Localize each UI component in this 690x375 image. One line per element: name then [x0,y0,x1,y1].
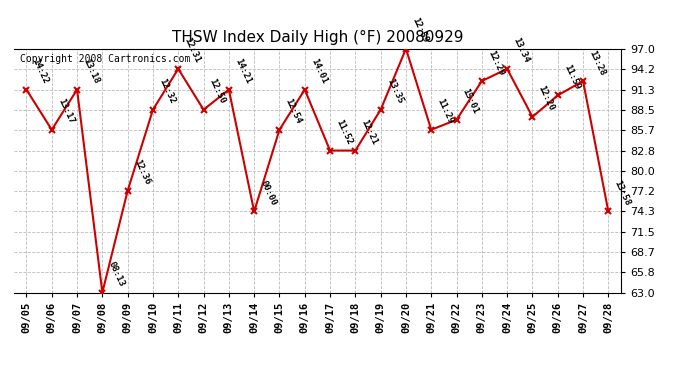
Text: 12:50: 12:50 [208,77,227,105]
Text: 12:59: 12:59 [410,16,430,45]
Text: 13:17: 13:17 [56,98,75,126]
Text: 08:13: 08:13 [106,260,126,288]
Text: 12:21: 12:21 [359,118,379,146]
Text: 14:01: 14:01 [309,57,328,86]
Text: Copyright 2008 Cartronics.com: Copyright 2008 Cartronics.com [20,54,190,64]
Text: 12:36: 12:36 [132,158,151,186]
Text: 11:52: 11:52 [334,118,354,146]
Text: 12:32: 12:32 [157,77,177,105]
Text: 12:54: 12:54 [284,98,303,126]
Text: 14:21: 14:21 [233,57,253,86]
Title: THSW Index Daily High (°F) 20080929: THSW Index Daily High (°F) 20080929 [172,30,463,45]
Text: 13:58: 13:58 [613,179,632,207]
Text: 00:00: 00:00 [258,179,278,207]
Text: 12:31: 12:31 [182,36,202,64]
Text: 13:18: 13:18 [81,57,101,86]
Text: 13:34: 13:34 [511,36,531,64]
Text: 12:29: 12:29 [486,49,506,77]
Text: 14:22: 14:22 [30,57,50,86]
Text: 15:01: 15:01 [461,87,480,116]
Text: 13:35: 13:35 [385,77,404,105]
Text: 11:59: 11:59 [562,63,582,91]
Text: 11:29: 11:29 [435,98,455,126]
Text: 13:28: 13:28 [587,49,607,77]
Text: 12:20: 12:20 [537,84,556,113]
